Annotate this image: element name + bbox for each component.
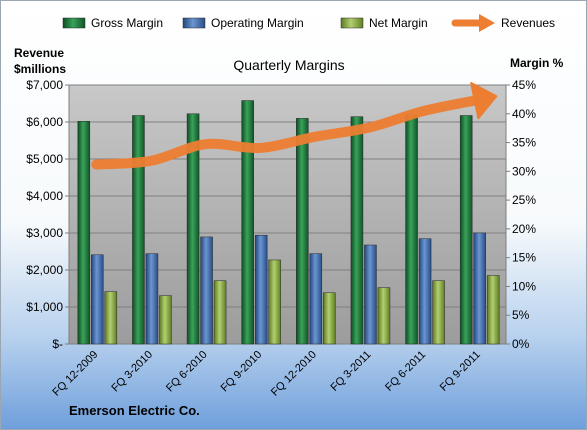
x-tick-label: FQ 12-2009 bbox=[50, 349, 100, 399]
left-axis-title-line2: $millions bbox=[14, 62, 66, 76]
bars bbox=[77, 100, 500, 345]
bar-gross-margin bbox=[405, 114, 418, 345]
legend-swatch bbox=[340, 17, 364, 29]
x-tick-label: FQ 9-2011 bbox=[438, 349, 483, 394]
revenue-line bbox=[91, 81, 498, 170]
legend-swatch bbox=[62, 17, 86, 29]
right-tick-label: 10% bbox=[512, 279, 536, 293]
x-tick-label: FQ 3-2010 bbox=[109, 349, 155, 395]
bar-net-margin bbox=[104, 291, 118, 345]
bar-operating-margin bbox=[91, 254, 104, 345]
x-tick-label: FQ 9-2010 bbox=[219, 349, 265, 395]
right-tick-label: 30% bbox=[512, 164, 536, 178]
bar-gross-margin bbox=[241, 100, 254, 345]
right-tick-label: 20% bbox=[512, 222, 536, 236]
right-tick-label: 15% bbox=[512, 251, 536, 265]
right-tick-label: 5% bbox=[512, 308, 530, 322]
bar-net-margin bbox=[323, 292, 336, 345]
legend: Gross Margin Operating Margin Net Margin Re… bbox=[62, 14, 555, 32]
right-tick-label: 45% bbox=[512, 78, 536, 92]
bar-operating-margin bbox=[364, 244, 377, 345]
right-axis-title: Margin % bbox=[510, 56, 564, 70]
bar-gross-margin bbox=[296, 118, 309, 345]
bar-gross-margin bbox=[186, 113, 200, 345]
legend-label: Revenues bbox=[501, 16, 555, 30]
bar-operating-margin bbox=[473, 232, 486, 345]
right-tick-label: 0% bbox=[512, 337, 530, 351]
x-tick-label: FQ 12-2010 bbox=[269, 349, 319, 399]
left-tick-label: $6,000 bbox=[26, 115, 63, 129]
bar-operating-margin bbox=[145, 253, 159, 345]
x-tick-label: FQ 6-2010 bbox=[164, 349, 210, 395]
bar-operating-margin bbox=[418, 238, 432, 345]
legend-label: Net Margin bbox=[369, 16, 428, 30]
revenue-line-path bbox=[91, 94, 484, 170]
chart-title: Quarterly Margins bbox=[233, 57, 344, 73]
right-tick-label: 25% bbox=[512, 193, 536, 207]
legend-arrow bbox=[479, 14, 495, 32]
bar-net-margin bbox=[159, 295, 172, 345]
left-tick-label: $4,000 bbox=[26, 189, 63, 203]
bar-net-margin bbox=[432, 280, 445, 345]
bar-net-margin bbox=[486, 275, 500, 345]
x-axis-ticks: FQ 12-2009 FQ 3-2010 FQ 6-2010 FQ 9-2010 FQ … bbox=[50, 349, 482, 399]
right-tick-label: 35% bbox=[512, 136, 536, 150]
left-axis-title-line1: Revenue bbox=[14, 46, 64, 60]
company-name: Emerson Electric Co. bbox=[69, 403, 200, 418]
left-tick-label: $1,000 bbox=[26, 300, 63, 314]
left-tick-label: $3,000 bbox=[26, 226, 63, 240]
x-tick-label: FQ 6-2011 bbox=[383, 349, 428, 394]
bar-net-margin bbox=[377, 287, 391, 345]
x-tick-label: FQ 3-2011 bbox=[328, 349, 373, 394]
legend-label: Operating Margin bbox=[211, 16, 304, 30]
left-tick-label: $7,000 bbox=[26, 78, 63, 92]
bar-operating-margin bbox=[200, 236, 213, 345]
bar-net-margin bbox=[213, 280, 227, 345]
bar-net-margin bbox=[268, 259, 281, 345]
right-axis-ticks: 0% 5% 10% 15% 20% 25% 30% 35% 40% 45% bbox=[506, 78, 536, 351]
bar-operating-margin bbox=[254, 234, 268, 345]
left-tick-label: $- bbox=[52, 337, 63, 351]
left-tick-label: $5,000 bbox=[26, 152, 63, 166]
right-tick-label: 40% bbox=[512, 107, 536, 121]
bar-gross-margin bbox=[459, 115, 473, 345]
bar-gross-margin bbox=[350, 116, 364, 345]
legend-label: Gross Margin bbox=[91, 16, 163, 30]
revenue-arrowhead bbox=[470, 81, 498, 120]
legend-swatch bbox=[182, 17, 206, 29]
bar-gross-margin bbox=[132, 115, 145, 345]
bar-operating-margin bbox=[309, 253, 323, 345]
left-axis-ticks: $- $1,000 $2,000 $3,000 $4,000 $5,000 $6,000 $7… bbox=[26, 78, 69, 351]
left-tick-label: $2,000 bbox=[26, 263, 63, 277]
bar-gross-margin bbox=[77, 121, 91, 345]
